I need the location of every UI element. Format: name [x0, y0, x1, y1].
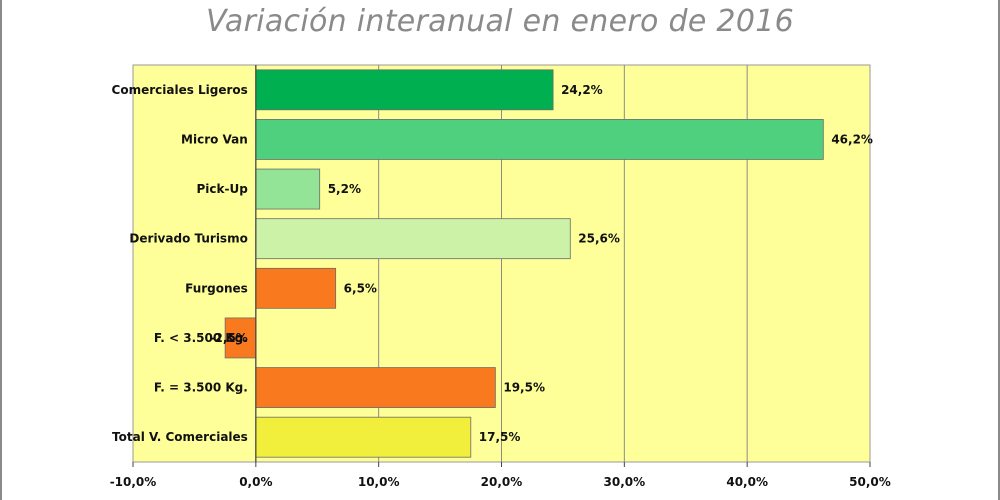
category-label: Micro Van: [181, 132, 248, 146]
data-label: -2,5%: [210, 331, 248, 345]
bar: [255, 168, 321, 210]
data-label: 17,5%: [479, 430, 521, 444]
chart-title: Variación interanual en enero de 2016: [206, 4, 794, 39]
x-tick-label: 0,0%: [239, 475, 272, 489]
category-label: Furgones: [185, 281, 248, 295]
category-label: Pick-Up: [197, 182, 249, 196]
x-tick-label: 10,0%: [358, 475, 400, 489]
bar: [224, 317, 257, 359]
data-label: 19,5%: [503, 381, 545, 395]
bar: [255, 267, 337, 309]
category-label: F. = 3.500 Kg.: [154, 381, 248, 395]
bar: [255, 218, 571, 260]
bar: [255, 367, 496, 408]
bar: [255, 416, 472, 458]
data-label: 24,2%: [561, 83, 603, 97]
data-label: 46,2%: [831, 132, 873, 146]
x-tick-label: 20,0%: [481, 475, 523, 489]
category-label: Comerciales Ligeros: [112, 83, 248, 97]
x-tick-label: 50,0%: [849, 475, 891, 489]
x-tick-label: 30,0%: [604, 475, 646, 489]
data-label: 25,6%: [578, 232, 620, 246]
bar: [255, 69, 554, 111]
data-label: 5,2%: [328, 182, 361, 196]
category-label: Derivado Turismo: [129, 232, 247, 246]
data-label: 6,5%: [344, 281, 377, 295]
x-tick-label: 40,0%: [726, 475, 768, 489]
category-label: Total V. Comerciales: [112, 430, 248, 444]
category-label: F. < 3.500 Kg.: [154, 331, 248, 345]
x-tick-label: -10,0%: [110, 475, 157, 489]
bar: [255, 119, 824, 160]
